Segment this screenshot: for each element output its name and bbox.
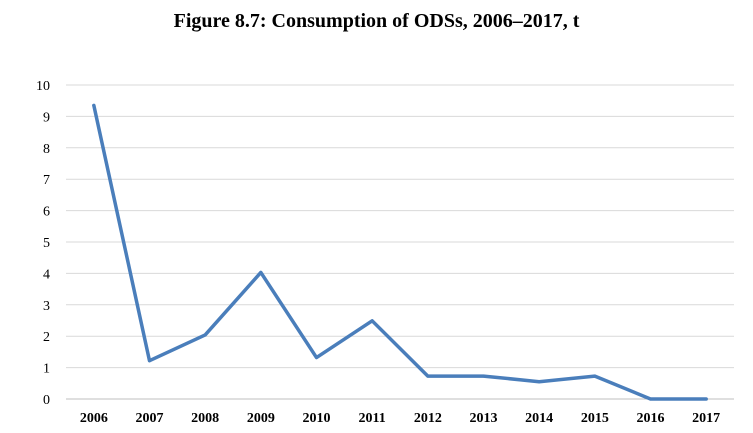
data-point-2014 (537, 380, 541, 384)
y-tick-label: 10 (36, 79, 50, 94)
data-point-2011 (370, 319, 374, 323)
data-point-2017 (704, 397, 708, 401)
y-tick-label: 8 (43, 142, 50, 157)
x-tick-label: 2011 (359, 411, 386, 426)
data-point-2016 (649, 397, 652, 401)
x-tick-label: 2016 (637, 411, 665, 426)
x-tick-label: 2013 (470, 411, 498, 426)
y-tick-label: 0 (43, 393, 50, 408)
data-point-2009 (259, 270, 263, 274)
x-tick-label: 2009 (247, 411, 275, 426)
series-line-0 (92, 103, 708, 401)
y-tick-label: 9 (43, 110, 50, 125)
data-point-2007 (148, 359, 151, 363)
x-tick-label: 2010 (303, 411, 331, 426)
data-point-2008 (203, 333, 207, 337)
x-tick-label: 2007 (136, 411, 164, 426)
gridlines (66, 84, 734, 369)
data-point-2006 (92, 103, 96, 107)
chart-title: Figure 8.7: Consumption of ODSs, 2006–20… (173, 10, 580, 32)
y-tick-label: 3 (43, 299, 50, 314)
y-tick-label: 6 (43, 205, 50, 220)
y-tick-label: 4 (43, 267, 50, 282)
data-point-2012 (426, 374, 430, 378)
x-tick-label: 2014 (525, 411, 553, 426)
x-tick-label: 2015 (581, 411, 609, 426)
y-tick-label: 5 (43, 236, 50, 251)
data-point-2010 (315, 356, 318, 360)
x-tick-label: 2017 (692, 411, 720, 426)
y-tick-label: 1 (43, 362, 50, 377)
x-tick-labels: 2006 2007 2008 2009 2010 2011 2012 2013 2014 2015… (80, 411, 720, 426)
data-point-2013 (482, 374, 485, 378)
series-lines (92, 103, 708, 401)
x-tick-label: 2008 (191, 411, 219, 426)
y-tick-label: 7 (43, 173, 50, 188)
y-tick-labels: 0 1 2 3 4 5 6 7 8 9 10 (36, 79, 50, 408)
data-point-2015 (593, 374, 597, 378)
y-tick-label: 2 (43, 330, 50, 345)
x-tick-label: 2012 (414, 411, 442, 426)
x-tick-label: 2006 (80, 411, 108, 426)
